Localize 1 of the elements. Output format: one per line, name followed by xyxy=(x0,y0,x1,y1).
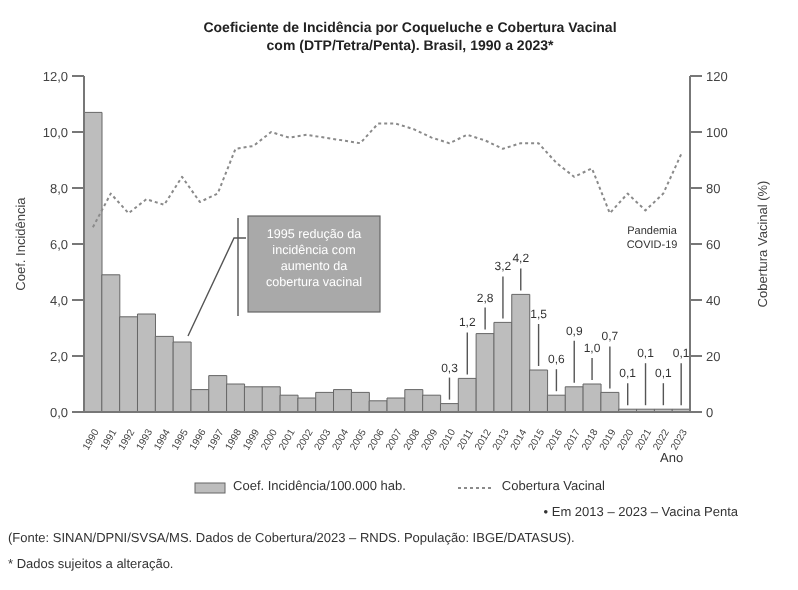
line-series xyxy=(91,122,683,229)
